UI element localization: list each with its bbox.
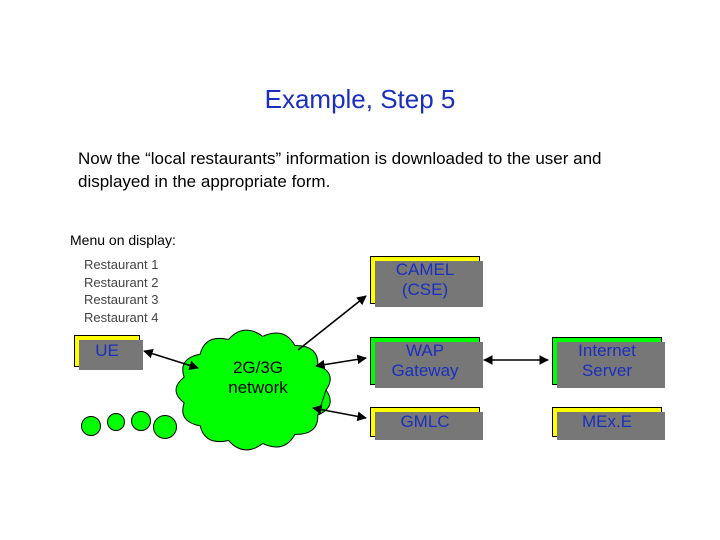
menu-header: Menu on display: [70, 232, 176, 248]
node-camel: CAMEL(CSE) [370, 256, 480, 304]
connector-arrow [298, 296, 366, 350]
node-mexe-label: MEx.E [582, 412, 632, 432]
trail-dot [107, 413, 125, 431]
connector-arrow [144, 351, 198, 368]
slide-title: Example, Step 5 [0, 84, 720, 115]
connector-arrow [316, 358, 366, 366]
menu-list: Restaurant 1Restaurant 2Restaurant 3Rest… [84, 256, 158, 326]
node-internet-server: InternetServer [552, 337, 662, 385]
node-ue-label: UE [95, 341, 119, 361]
cloud-label: 2G/3Gnetwork [223, 358, 293, 397]
description-text: Now the “local restaurants” information … [78, 148, 638, 194]
trail-dot [81, 416, 101, 436]
node-wap-gateway: WAPGateway [370, 337, 480, 385]
node-gmlc-label: GMLC [400, 412, 449, 432]
node-inet-label: InternetServer [578, 341, 636, 380]
menu-item: Restaurant 2 [84, 274, 158, 292]
node-camel-label: CAMEL(CSE) [396, 260, 455, 299]
node-mexe: MEx.E [552, 407, 662, 437]
menu-item: Restaurant 3 [84, 291, 158, 309]
connector-arrow [313, 408, 366, 418]
menu-item: Restaurant 4 [84, 309, 158, 327]
node-ue: UE [74, 335, 140, 367]
node-wap-label: WAPGateway [391, 341, 458, 380]
menu-item: Restaurant 1 [84, 256, 158, 274]
trail-dot [131, 411, 151, 431]
trail-dot [153, 415, 177, 439]
node-gmlc: GMLC [370, 407, 480, 437]
